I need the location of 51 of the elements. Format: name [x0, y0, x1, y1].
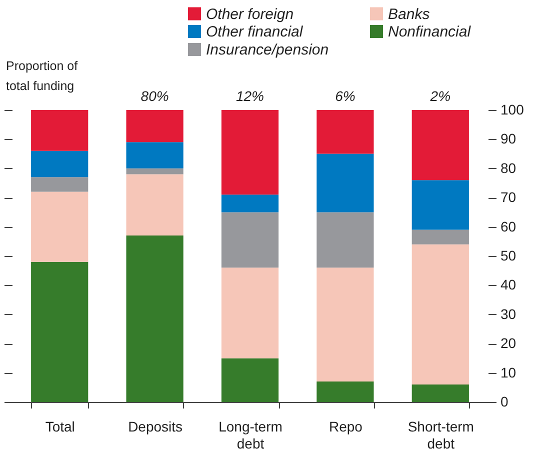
bar — [31, 110, 88, 151]
bar — [126, 174, 184, 236]
bar — [31, 192, 88, 262]
text: 80% — [140, 88, 169, 104]
bar — [221, 358, 279, 402]
bar — [126, 142, 184, 168]
x-tick-label: Repo — [328, 418, 363, 434]
bar — [31, 150, 88, 178]
bar — [316, 382, 374, 402]
text: 12% — [236, 88, 264, 104]
bar — [31, 262, 88, 402]
text: Proportion of total funding — [6, 59, 78, 93]
legend-label: Banks — [388, 6, 430, 23]
bar — [316, 268, 374, 382]
bar — [412, 384, 469, 402]
legend-label: Insurance/pension — [206, 42, 329, 58]
bar — [412, 244, 469, 384]
bar — [316, 212, 374, 268]
y-tick-label: 10 — [500, 364, 516, 380]
y-tick-label: 40 — [500, 276, 516, 293]
bar — [316, 154, 374, 212]
y-tick-label: 60 — [500, 218, 516, 234]
legend-label: Nonfinancial — [388, 24, 472, 40]
bar — [221, 268, 279, 358]
y-tick-label: 20 — [500, 335, 516, 352]
x-tick-label: Total — [45, 418, 75, 434]
legend-label: Other financial — [206, 24, 304, 40]
bar — [221, 110, 279, 195]
y-tick-label: 80 — [500, 160, 516, 176]
y-tick-label: 100 — [500, 102, 524, 118]
bar — [412, 230, 469, 244]
x-tick-label: Deposits — [128, 418, 183, 434]
bar — [412, 110, 469, 180]
x-tick-label: Long-term debt — [218, 418, 282, 452]
x-tick-label: Short-term debt — [408, 418, 474, 452]
bar — [221, 194, 279, 212]
bar — [221, 212, 279, 268]
y-tick-label: 30 — [500, 306, 516, 322]
y-tick-label: 50 — [500, 248, 516, 264]
legend-label: Other foreign — [206, 6, 294, 23]
y-tick-label: 0 — [500, 394, 508, 410]
bar — [126, 110, 184, 142]
bar — [126, 168, 184, 174]
text: 6% — [335, 88, 356, 104]
bar — [316, 110, 374, 154]
y-tick-label: 70 — [500, 189, 516, 206]
text: 2% — [429, 88, 451, 104]
bar — [31, 177, 88, 192]
y-tick-label: 90 — [500, 130, 516, 147]
bar — [412, 180, 469, 230]
bar — [126, 236, 184, 402]
